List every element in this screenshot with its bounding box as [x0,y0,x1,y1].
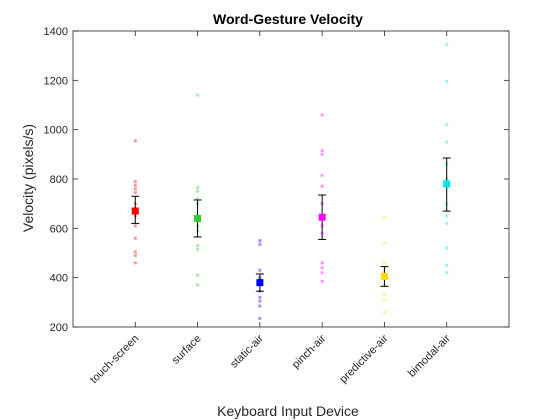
mean-marker [380,272,388,280]
x-tick-label: static-air [228,332,266,370]
data-point [196,186,200,190]
data-point [133,191,137,195]
data-point [258,304,262,308]
data-point [320,279,324,283]
data-point [258,295,262,299]
data-point [133,224,137,228]
data-point [382,298,386,302]
data-point [133,187,137,191]
y-tick-label: 600 [50,223,68,235]
data-point [133,183,137,187]
data-point [382,215,386,219]
data-point [382,261,386,265]
data-point [258,299,262,303]
mean-marker [318,213,326,221]
x-tick-label: surface [170,333,204,367]
data-point [196,189,200,193]
data-point [196,247,200,251]
y-tick-label: 1200 [44,75,68,87]
data-point [320,152,324,156]
data-point [196,197,200,201]
data-point [196,283,200,287]
mean-marker [131,207,139,215]
data-point [320,184,324,188]
axes-box [72,30,510,328]
data-point [382,293,386,297]
data-point [320,113,324,117]
data-point [133,179,137,183]
data-point [382,310,386,314]
data-point [445,221,449,225]
y-axis-label: Velocity (pixels/s) [20,124,36,232]
x-tick-label: pinch-air [290,332,329,371]
data-point [133,236,137,240]
mean-marker [443,180,451,188]
data-point [196,273,200,277]
x-tick-label: touch-screen [88,333,141,386]
data-point [133,261,137,265]
data-point [320,149,324,153]
x-axis-label: Keyboard Input Device [217,403,359,419]
y-tick-label: 1000 [44,125,68,137]
data-point [258,239,262,243]
y-tick-label: 200 [50,322,68,334]
data-point [445,214,449,218]
data-point [445,246,449,250]
data-point [445,263,449,267]
data-point [445,43,449,47]
chart-title: Word-Gesture Velocity [213,11,363,27]
y-tick-label: 800 [50,174,68,186]
data-point [320,271,324,275]
mean-marker [194,214,202,222]
x-tick-label: bimodal-air [406,332,453,379]
data-point [196,244,200,248]
data-point [320,266,324,270]
data-point [133,253,137,257]
data-point [445,271,449,275]
data-point [320,261,324,265]
data-point [445,140,449,144]
y-tick-label: 1400 [44,26,68,38]
data-point [196,93,200,97]
data-point [382,241,386,245]
data-point [445,123,449,127]
data-point [133,139,137,143]
x-tick-label: predictive-air [338,332,391,385]
data-point [258,242,262,246]
plot-area: 200 400 600 800 1000 1200 1400 touch-screen surf… [44,26,510,386]
data-point [320,173,324,177]
data-point [258,268,262,272]
y-tick-label: 400 [50,273,68,285]
data-point [258,316,262,320]
data-point [445,80,449,84]
data-point [133,250,137,254]
mean-marker [256,279,264,287]
